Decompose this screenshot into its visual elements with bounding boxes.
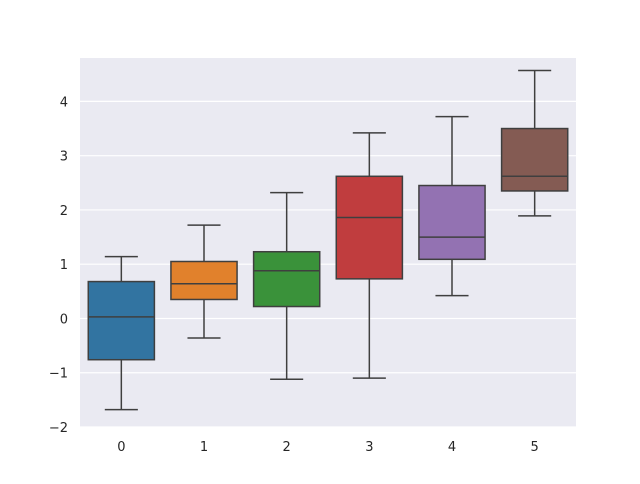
box-4: [418, 115, 486, 297]
box-1: [170, 224, 238, 339]
y-tick-label: −2: [49, 421, 68, 436]
box-body: [87, 280, 156, 361]
box-body: [335, 175, 404, 280]
box-layer: [87, 69, 569, 411]
box-body: [500, 127, 569, 192]
x-tick-labels: 0 1 2 3 4 5: [117, 440, 539, 455]
x-tick-label: 4: [448, 440, 456, 455]
y-tick-label: 0: [60, 312, 68, 327]
x-tick-label: 5: [531, 440, 539, 455]
y-tick-label: −1: [49, 367, 68, 382]
x-tick-label: 1: [200, 440, 208, 455]
box-0: [87, 255, 156, 411]
x-tick-label: 0: [117, 440, 125, 455]
box-body: [418, 184, 486, 261]
y-tick-label: 4: [60, 95, 68, 110]
y-tick-label: 1: [60, 258, 68, 273]
box-body: [252, 250, 321, 308]
y-tick-label: 2: [60, 204, 68, 219]
box-2: [252, 191, 321, 380]
grid-lines: [80, 100, 576, 428]
box-5: [500, 69, 569, 217]
box-3: [335, 132, 404, 379]
plot-background: [80, 58, 576, 427]
y-tick-label: 3: [60, 150, 68, 165]
x-tick-label: 2: [283, 440, 291, 455]
box-body: [170, 260, 238, 301]
x-tick-label: 3: [365, 440, 373, 455]
y-tick-labels: −2 −1 0 1 2 3 4: [49, 95, 68, 436]
